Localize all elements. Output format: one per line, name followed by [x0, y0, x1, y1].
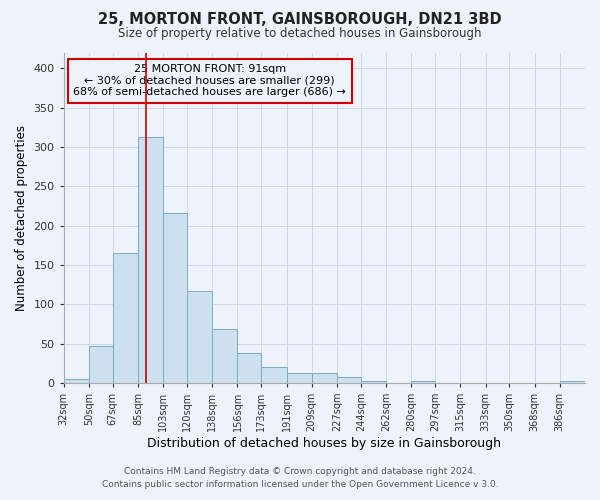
Bar — [560, 382, 585, 383]
Bar — [212, 328, 238, 383]
Text: Size of property relative to detached houses in Gainsborough: Size of property relative to detached ho… — [118, 28, 482, 40]
Text: 25 MORTON FRONT: 91sqm
← 30% of detached houses are smaller (299)
68% of semi-de: 25 MORTON FRONT: 91sqm ← 30% of detached… — [73, 64, 346, 98]
Bar — [163, 213, 187, 383]
Bar — [64, 379, 89, 383]
Bar — [287, 372, 312, 383]
Text: 25, MORTON FRONT, GAINSBOROUGH, DN21 3BD: 25, MORTON FRONT, GAINSBOROUGH, DN21 3BD — [98, 12, 502, 28]
Bar — [411, 382, 435, 383]
Bar — [113, 253, 138, 383]
Text: Contains HM Land Registry data © Crown copyright and database right 2024.
Contai: Contains HM Land Registry data © Crown c… — [101, 468, 499, 489]
Bar — [361, 382, 386, 383]
X-axis label: Distribution of detached houses by size in Gainsborough: Distribution of detached houses by size … — [148, 437, 502, 450]
Bar — [138, 136, 163, 383]
Bar — [187, 291, 212, 383]
Bar — [337, 378, 361, 383]
Bar — [89, 346, 113, 383]
Bar — [261, 367, 287, 383]
Y-axis label: Number of detached properties: Number of detached properties — [15, 124, 28, 310]
Bar — [312, 372, 337, 383]
Bar — [238, 353, 261, 383]
